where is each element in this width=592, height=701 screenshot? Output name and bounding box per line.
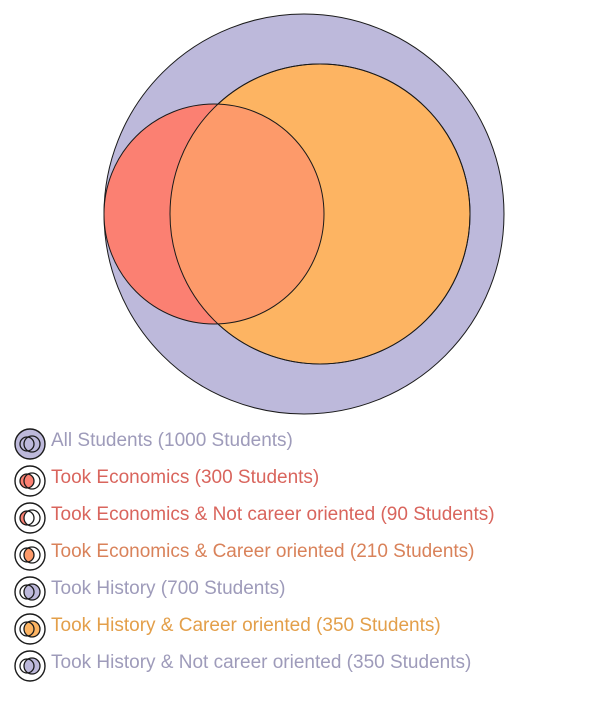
legend-label: Took Economics & Career oriented (210 St…: [51, 540, 475, 564]
venn-all-icon: [13, 427, 47, 461]
venn-history-not-career-icon: [13, 649, 47, 683]
legend-item-history-not-career[interactable]: Took History & Not career oriented (350 …: [0, 646, 592, 683]
legend-label: Took Economics (300 Students): [51, 466, 319, 490]
legend-label: Took History (700 Students): [51, 577, 285, 601]
venn-diagram: [0, 0, 592, 420]
venn-overlap-icon: [13, 538, 47, 572]
legend-item-history-career[interactable]: Took History & Career oriented (350 Stud…: [0, 609, 592, 646]
legend-item-economics-not-career[interactable]: Took Economics & Not career oriented (90…: [0, 498, 592, 535]
legend-label: Took History & Not career oriented (350 …: [51, 651, 471, 675]
venn-economics-only-icon: [13, 501, 47, 535]
legend-label: Took Economics & Not career oriented (90…: [51, 503, 495, 527]
legend-item-all-students[interactable]: All Students (1000 Students): [0, 424, 592, 461]
legend-label: Took History & Career oriented (350 Stud…: [51, 614, 441, 638]
venn-economics-icon: [13, 464, 47, 498]
legend: All Students (1000 Students) Took Econom…: [0, 424, 592, 683]
legend-label: All Students (1000 Students): [51, 429, 293, 453]
venn-history-career-icon: [13, 612, 47, 646]
legend-item-economics-career[interactable]: Took Economics & Career oriented (210 St…: [0, 535, 592, 572]
legend-item-took-history[interactable]: Took History (700 Students): [0, 572, 592, 609]
legend-item-took-economics[interactable]: Took Economics (300 Students): [0, 461, 592, 498]
venn-history-icon: [13, 575, 47, 609]
